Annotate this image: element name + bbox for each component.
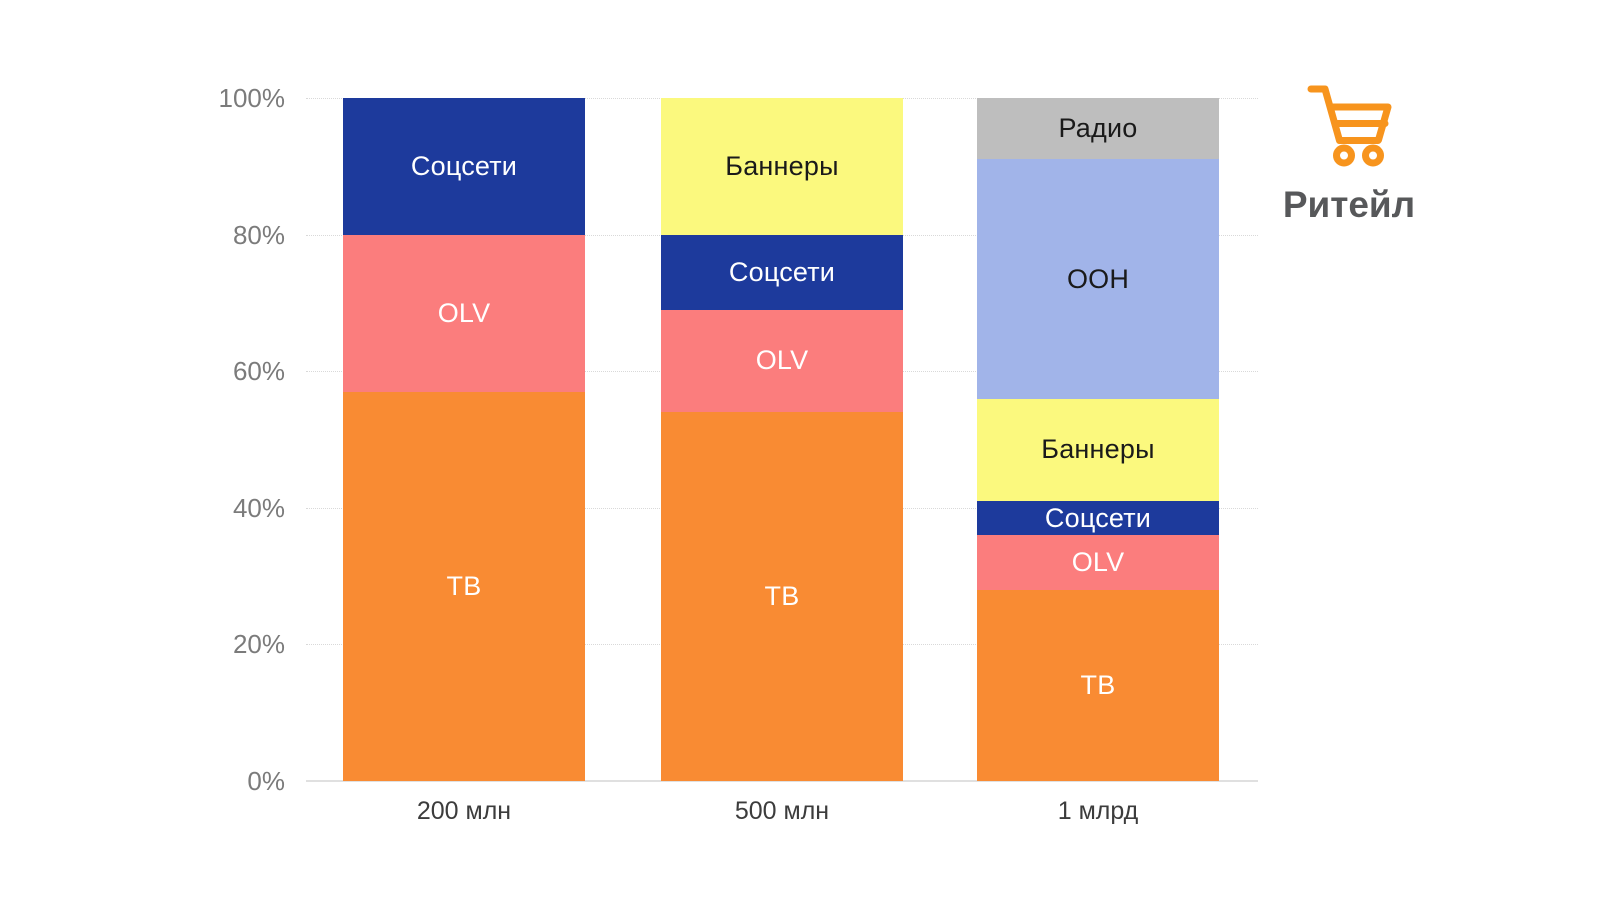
- segment-label: Баннеры: [1041, 434, 1155, 465]
- y-axis-tick-label: 0%: [247, 766, 285, 796]
- x-axis-baseline: [306, 780, 1258, 782]
- segment-label: OOH: [1066, 263, 1130, 294]
- x-axis-category-label: 500 млн: [734, 797, 830, 825]
- segment-ТВ-200 млн: ТВ: [343, 391, 585, 781]
- segment-label: Баннеры: [725, 150, 839, 181]
- segment-label: Соцсети: [1044, 502, 1152, 533]
- segment-ТВ-1 млрд: ТВ: [977, 589, 1219, 781]
- segment-Соцсети-500 млн: Соцсети: [661, 234, 903, 310]
- segment-label: OLV: [1071, 546, 1125, 577]
- segment-ТВ-500 млн: ТВ: [661, 412, 903, 781]
- y-axis-tick-label: 60%: [232, 356, 285, 387]
- y-axis-tick-label: 80%: [232, 219, 285, 250]
- y-axis-tick-label: 40%: [232, 492, 285, 523]
- segment-Соцсети-200 млн: Соцсети: [343, 98, 585, 235]
- shopping-cart-icon: [1307, 85, 1392, 167]
- segment-OLV-1 млрд: OLV: [977, 535, 1219, 590]
- x-axis-category-label: 1 млрд: [1057, 797, 1139, 825]
- bar-1 млрд: ТВ OLV Соцсети Баннеры OOH Радио: [977, 0, 1219, 781]
- segment-label: ТВ: [446, 570, 482, 601]
- segment-Баннеры-500 млн: Баннеры: [661, 98, 903, 235]
- segment-OOH-1 млрд: OOH: [977, 159, 1219, 399]
- cart-wheel-right: [1362, 144, 1384, 167]
- segment-Баннеры-1 млрд: Баннеры: [977, 398, 1219, 501]
- segment-label: Радио: [1058, 113, 1138, 144]
- bar-200 млн: ТВ OLV Соцсети: [343, 0, 585, 781]
- category-label: Ритейл: [1282, 184, 1416, 225]
- bar-500 млн: ТВ OLV Соцсети Баннеры: [661, 0, 903, 781]
- segment-Радио-1 млрд: Радио: [977, 98, 1219, 160]
- cart-wheel-left: [1333, 144, 1355, 167]
- segment-OLV-500 млн: OLV: [661, 309, 903, 413]
- y-axis-tick-label: 20%: [232, 629, 285, 660]
- segment-label: Соцсети: [728, 256, 836, 287]
- x-axis-category-label: 200 млн: [416, 797, 512, 825]
- cart-basket: [1327, 103, 1392, 144]
- category-badge: Ритейл: [1268, 78, 1430, 223]
- segment-label: ТВ: [1080, 669, 1116, 700]
- segment-label: OLV: [437, 297, 491, 328]
- y-axis-tick-label: 100%: [218, 83, 286, 113]
- segment-label: OLV: [755, 345, 809, 376]
- segment-Соцсети-1 млрд: Соцсети: [977, 500, 1219, 536]
- segment-label: Соцсети: [410, 150, 518, 181]
- cart-handle: [1307, 85, 1382, 144]
- segment-label: ТВ: [764, 581, 800, 612]
- segment-OLV-200 млн: OLV: [343, 234, 585, 392]
